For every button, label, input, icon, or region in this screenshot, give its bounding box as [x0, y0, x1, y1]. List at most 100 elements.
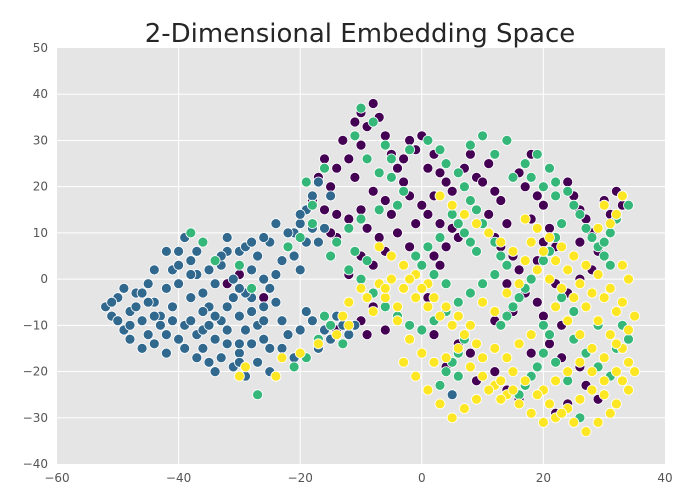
- data-point-series-2: [148, 264, 160, 276]
- data-point-series-3: [538, 255, 549, 267]
- data-point-series-1: [434, 218, 446, 230]
- data-point-series-4: [422, 301, 434, 313]
- data-point-series-3: [361, 255, 373, 267]
- data-point-series-1: [562, 176, 574, 188]
- data-point-series-2: [106, 296, 118, 308]
- data-point-series-4: [434, 190, 446, 202]
- data-point-series-4: [434, 310, 446, 322]
- data-point-series-2: [185, 315, 197, 327]
- data-point-series-2: [203, 356, 215, 368]
- data-point-series-1: [416, 199, 428, 211]
- data-point-series-3: [452, 167, 464, 179]
- data-point-series-1: [367, 185, 379, 197]
- data-point-series-3: [464, 195, 476, 206]
- data-point-series-2: [167, 301, 178, 313]
- data-point-series-3: [288, 361, 300, 373]
- data-point-series-4: [525, 407, 537, 419]
- data-point-series-1: [501, 218, 513, 230]
- data-point-series-4: [483, 384, 495, 396]
- data-point-series-4: [580, 426, 592, 438]
- data-point-series-4: [574, 356, 586, 368]
- data-point-series-4: [629, 310, 640, 322]
- data-point-series-4: [428, 292, 440, 304]
- data-point-series-3: [471, 245, 482, 257]
- data-point-series-4: [574, 393, 586, 405]
- data-point-series-4: [550, 375, 561, 387]
- data-point-series-3: [331, 236, 343, 248]
- data-point-series-1: [538, 310, 549, 322]
- data-point-series-4: [471, 218, 482, 230]
- data-point-series-4: [592, 269, 604, 280]
- data-point-series-3: [507, 301, 519, 313]
- data-point-series-2: [258, 273, 270, 285]
- data-point-series-4: [489, 306, 501, 317]
- data-point-series-4: [337, 310, 349, 322]
- data-point-series-2: [270, 269, 282, 280]
- data-point-series-3: [568, 306, 580, 317]
- data-point-series-3: [373, 204, 385, 216]
- data-point-series-4: [556, 282, 567, 294]
- data-point-series-2: [179, 342, 191, 354]
- data-point-series-1: [361, 222, 373, 234]
- data-point-series-4: [617, 190, 628, 202]
- data-point-series-2: [252, 250, 264, 262]
- data-point-series-3: [598, 250, 610, 262]
- data-point-series-4: [477, 352, 489, 364]
- data-point-series-2: [240, 324, 251, 336]
- data-point-series-3: [489, 269, 501, 280]
- data-point-series-1: [404, 134, 416, 146]
- data-point-series-3: [477, 278, 489, 290]
- data-point-series-4: [562, 264, 574, 276]
- data-point-series-1: [477, 176, 489, 188]
- data-point-series-2: [227, 273, 239, 285]
- data-point-series-4: [233, 370, 245, 382]
- data-point-series-2: [270, 296, 282, 308]
- data-point-series-3: [531, 361, 543, 373]
- data-point-series-1: [349, 171, 361, 183]
- data-point-series-4: [434, 398, 446, 410]
- data-point-series-4: [598, 292, 610, 304]
- data-point-series-3: [598, 236, 610, 248]
- y-tick-label: −10: [23, 318, 48, 332]
- y-tick-label: 20: [33, 180, 48, 194]
- data-point-series-3: [623, 199, 634, 211]
- data-point-series-2: [294, 208, 306, 220]
- data-point-series-2: [191, 245, 203, 257]
- data-point-series-3: [325, 319, 337, 331]
- data-point-series-3: [373, 167, 385, 179]
- data-point-series-3: [252, 389, 264, 401]
- data-point-series-4: [440, 352, 452, 364]
- data-point-series-2: [160, 329, 172, 341]
- data-point-series-4: [580, 259, 592, 271]
- data-point-series-1: [544, 338, 555, 350]
- data-point-series-4: [629, 366, 640, 378]
- data-point-series-4: [617, 296, 628, 308]
- data-point-series-1: [464, 148, 476, 160]
- data-point-series-4: [343, 296, 355, 308]
- data-point-series-3: [246, 282, 258, 294]
- data-point-series-4: [471, 338, 482, 350]
- data-point-series-4: [404, 273, 416, 285]
- data-point-series-3: [525, 171, 537, 183]
- data-point-series-4: [550, 255, 561, 267]
- data-point-series-4: [598, 389, 610, 401]
- data-point-series-3: [458, 227, 470, 239]
- data-point-series-3: [538, 181, 549, 193]
- data-point-series-3: [471, 204, 482, 216]
- data-point-series-2: [142, 278, 154, 290]
- data-point-series-4: [604, 218, 616, 230]
- data-point-series-4: [623, 273, 634, 285]
- data-point-series-1: [404, 241, 416, 253]
- data-point-series-4: [562, 315, 574, 327]
- data-point-series-4: [276, 352, 288, 364]
- data-point-series-2: [209, 333, 221, 345]
- data-point-series-4: [598, 199, 610, 211]
- data-point-series-3: [477, 130, 489, 142]
- data-point-series-3: [604, 227, 616, 239]
- data-point-series-4: [464, 319, 476, 331]
- data-point-series-1: [355, 139, 367, 151]
- data-point-series-4: [495, 375, 507, 387]
- data-point-series-1: [428, 250, 440, 262]
- data-point-series-3: [325, 250, 337, 262]
- data-point-series-3: [556, 218, 567, 230]
